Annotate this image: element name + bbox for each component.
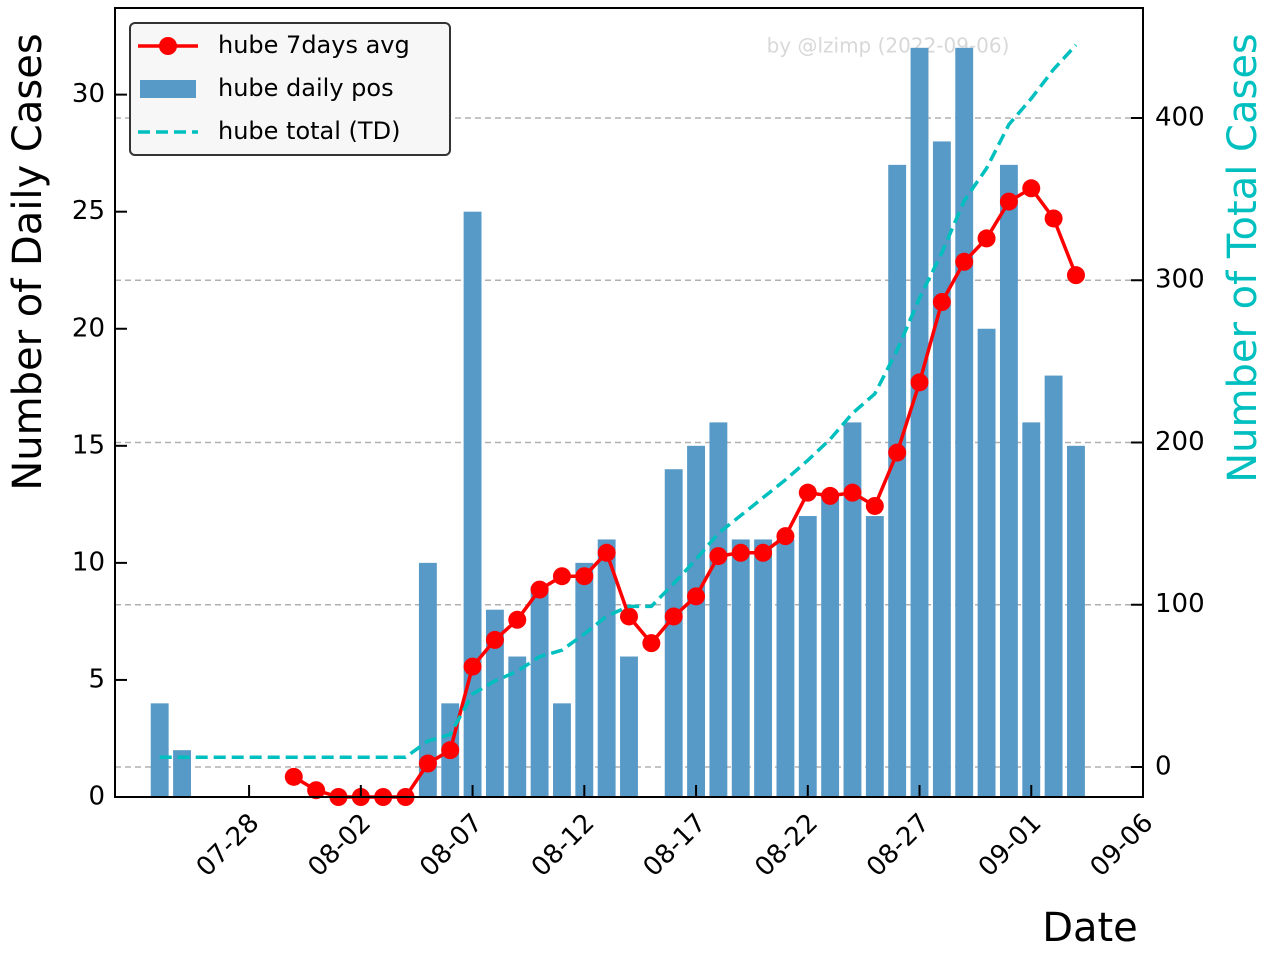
bar xyxy=(508,656,527,797)
legend-label: hube total (TD) xyxy=(218,117,400,145)
marker xyxy=(597,543,616,562)
marker xyxy=(1066,266,1085,285)
bar xyxy=(1044,375,1063,797)
marker xyxy=(530,580,549,599)
bar xyxy=(731,539,750,797)
bar xyxy=(977,328,996,797)
marker xyxy=(888,443,907,462)
marker xyxy=(508,610,527,629)
x-tick-label: 08-22 xyxy=(749,808,824,883)
bar xyxy=(463,211,482,798)
y2-tick-label: 300 xyxy=(1155,265,1205,295)
marker xyxy=(552,567,571,586)
bar xyxy=(776,539,795,797)
bar xyxy=(664,469,683,797)
y-tick-label: 20 xyxy=(72,313,105,343)
bar xyxy=(687,445,705,797)
y-tick-label: 15 xyxy=(72,430,105,460)
y2-tick-label: 0 xyxy=(1155,751,1172,781)
x-tick-label: 08-12 xyxy=(526,808,601,883)
y2-tick-label: 200 xyxy=(1155,427,1205,457)
x-tick-label: 08-17 xyxy=(638,808,713,883)
bar xyxy=(1067,445,1085,797)
marker xyxy=(999,192,1018,211)
marker xyxy=(575,567,594,586)
marker xyxy=(1044,209,1063,228)
bar xyxy=(553,703,571,797)
y2-tick-label: 400 xyxy=(1155,103,1205,133)
marker xyxy=(843,483,862,502)
bar xyxy=(821,492,840,797)
marker xyxy=(620,607,638,626)
y2-tick-label: 100 xyxy=(1155,589,1205,619)
legend-marker xyxy=(159,37,177,55)
marker xyxy=(418,754,437,773)
marker xyxy=(910,373,929,392)
marker xyxy=(284,767,303,786)
bar xyxy=(888,164,907,797)
marker xyxy=(642,634,661,653)
marker xyxy=(798,483,817,502)
legend-label: hube 7days avg xyxy=(218,31,410,59)
bar xyxy=(709,422,728,797)
bar xyxy=(575,562,594,797)
marker xyxy=(754,543,773,562)
marker xyxy=(664,607,683,626)
marker xyxy=(865,496,884,515)
bar xyxy=(485,609,504,797)
marker xyxy=(441,741,460,760)
marker xyxy=(821,486,840,505)
marker xyxy=(687,587,706,606)
bar xyxy=(798,516,817,797)
marker xyxy=(776,527,795,546)
y-tick-label: 30 xyxy=(72,79,105,109)
x-tick-label: 08-27 xyxy=(861,808,936,883)
bar xyxy=(754,539,773,797)
marker xyxy=(463,657,482,676)
x-tick-label: 08-07 xyxy=(414,808,489,883)
y-axis-label: Number of Daily Cases xyxy=(5,33,51,490)
x-tick-label: 09-06 xyxy=(1085,808,1160,883)
bar xyxy=(150,703,169,797)
legend-swatch xyxy=(140,80,196,98)
legend-label: hube daily pos xyxy=(218,74,394,102)
marker xyxy=(977,229,996,248)
bar xyxy=(843,422,862,797)
marker xyxy=(731,543,750,562)
marker xyxy=(1022,179,1041,198)
bar xyxy=(910,47,929,797)
bar xyxy=(999,164,1018,797)
x-tick-label: 09-01 xyxy=(973,808,1048,883)
y-tick-label: 0 xyxy=(88,782,105,812)
marker xyxy=(709,547,728,566)
marker xyxy=(932,293,951,312)
bar xyxy=(955,47,974,797)
y-tick-label: 25 xyxy=(72,196,105,226)
bar xyxy=(530,586,549,797)
legend: hube 7days avg hube daily pos hube total (… xyxy=(129,22,451,156)
bar xyxy=(1022,422,1041,797)
bar xyxy=(865,516,884,797)
bar xyxy=(620,656,638,797)
y-tick-label: 5 xyxy=(88,664,105,694)
legend-box xyxy=(129,22,451,156)
bar xyxy=(173,750,191,797)
x-tick-label: 07-28 xyxy=(191,808,266,883)
line xyxy=(159,43,1078,759)
marker xyxy=(307,781,326,800)
x-tick-label: 08-02 xyxy=(302,808,377,883)
marker xyxy=(485,630,504,649)
y-tick-label: 10 xyxy=(72,547,105,577)
y2-axis-label: Number of Total Cases xyxy=(1220,33,1266,483)
bar xyxy=(597,539,616,797)
marker xyxy=(955,252,974,271)
plot-frame xyxy=(114,7,1144,798)
x-axis-label: Date xyxy=(1042,905,1138,951)
